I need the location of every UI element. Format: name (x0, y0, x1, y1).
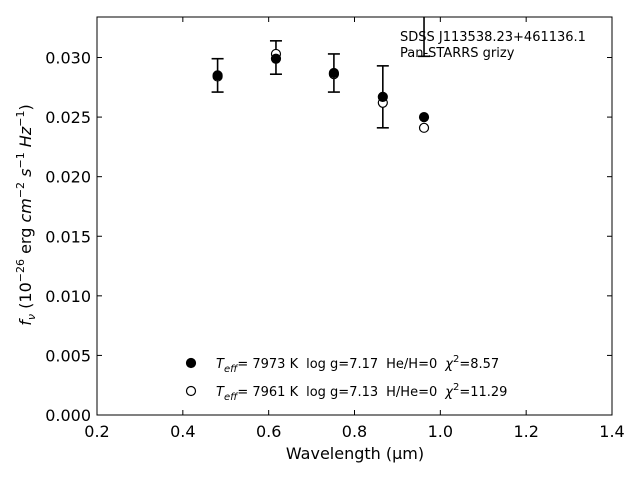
y-tick-label: 0.025 (45, 108, 91, 127)
plot-border (96, 16, 613, 416)
y-tick-label: 0.005 (45, 346, 91, 365)
axis-ticks: 0.2 0.4 0.6 0.8 1.0 1.2 1.4 0.000 0.005 0.010 0.01… (45, 17, 625, 441)
point-filled (377, 91, 388, 102)
x-tick-label: 0.6 (256, 422, 281, 441)
x-tick-label: 1.2 (513, 422, 538, 441)
annotation-survey: Pan-STARRS grizy (400, 46, 515, 61)
point-filled (328, 67, 339, 79)
y-tick-label: 0.020 (45, 168, 91, 187)
point-filled (270, 53, 282, 64)
point-filled (212, 70, 223, 81)
plot-frame (96, 16, 613, 416)
error-bars (211, 17, 431, 129)
legend-marker-filled (185, 357, 197, 369)
data-points (212, 48, 430, 133)
x-tick-label: 1.4 (599, 422, 624, 441)
point-open (418, 122, 430, 133)
x-tick-label: 0.4 (170, 422, 195, 441)
annotation-object-name: SDSS J113538.23+461136.1 (400, 30, 586, 45)
y-axis-label: fν (10−26 erg cm−2 s−1 Hz−1) (14, 104, 38, 325)
x-tick-label: 0.2 (84, 422, 109, 441)
point-filled (418, 111, 430, 123)
x-tick-label: 1.0 (428, 422, 453, 441)
legend-marker-open (185, 385, 197, 397)
x-axis-label: Wavelength (μm) (286, 444, 424, 463)
x-tick-label: 0.8 (342, 422, 367, 441)
y-tick-label: 0.030 (45, 49, 91, 68)
y-tick-label: 0.010 (45, 287, 91, 306)
y-tick-label: 0.015 (45, 227, 91, 246)
y-tick-label: 0.000 (45, 406, 91, 425)
